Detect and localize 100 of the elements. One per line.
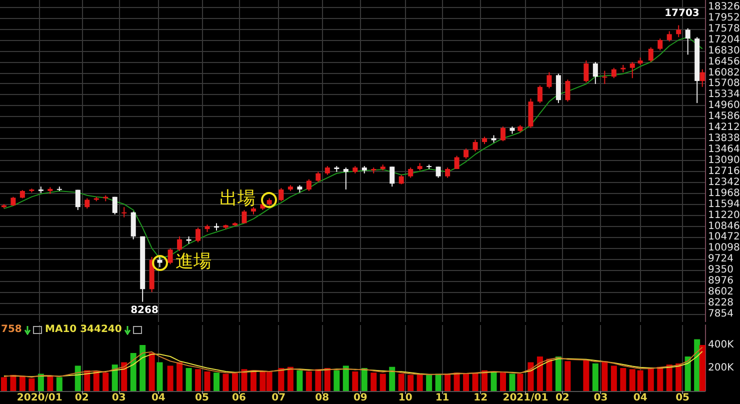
candlestick (666, 30, 672, 42)
candlestick (454, 155, 460, 170)
y-tick-label: 10846 (708, 220, 740, 232)
candlestick (306, 178, 312, 192)
candlestick (122, 206, 127, 218)
y-tick-label: 17578 (708, 23, 740, 34)
bar (306, 371, 312, 391)
x-tick-label: 10 (398, 392, 412, 404)
candlestick (445, 167, 450, 178)
bar (176, 362, 183, 391)
candlestick (648, 46, 654, 62)
bar (676, 363, 682, 391)
bar (241, 369, 248, 391)
candlestick (398, 174, 404, 185)
y-tick-label: 17952 (708, 12, 740, 24)
candlestick (676, 24, 682, 38)
candlestick (278, 188, 284, 202)
candlestick (242, 210, 247, 224)
y-tick-label: 16456 (708, 56, 740, 68)
bar (620, 368, 626, 391)
x-tick-label: 08 (315, 392, 330, 404)
candlestick (316, 171, 321, 183)
annotation: 758 (1, 324, 22, 335)
bar (130, 353, 136, 391)
bar (19, 376, 26, 391)
x-tick-label: 05 (195, 392, 209, 404)
bar (361, 368, 368, 391)
bar (564, 361, 571, 391)
y-tick-label: 18326 (708, 2, 740, 13)
y-tick-label: 11220 (708, 210, 740, 221)
bar (435, 374, 442, 391)
bar (0, 377, 7, 391)
candlestick (584, 60, 589, 84)
candlestick (602, 70, 608, 84)
y-tick-label: 400K (708, 340, 734, 351)
candlestick (84, 198, 90, 210)
y-tick-label: 8602 (708, 286, 734, 298)
y-tick-label: 8228 (708, 298, 734, 309)
bar (195, 369, 202, 391)
y-tick-label: 12342 (708, 176, 740, 188)
bar (186, 368, 192, 391)
bar (555, 356, 562, 391)
bar (222, 374, 229, 391)
bar (167, 366, 174, 391)
bar (444, 374, 451, 391)
y-tick-label: 14212 (708, 122, 740, 134)
candlestick (464, 148, 469, 160)
bar (250, 370, 256, 391)
bar (583, 360, 590, 391)
y-tick-label: 9724 (708, 254, 734, 265)
bar (102, 372, 109, 391)
bar (278, 368, 284, 391)
x-tick-label: 05 (676, 392, 690, 404)
x-tick-label: 04 (151, 392, 166, 404)
annotation: 17703 (664, 8, 700, 20)
y-tick-label: 10098 (708, 242, 740, 254)
bar (398, 374, 404, 391)
bar (490, 371, 497, 391)
bar (699, 345, 706, 391)
candlestick (592, 61, 598, 84)
candlestick (685, 28, 690, 56)
x-tick-label: 04 (633, 392, 648, 404)
candlestick (390, 166, 395, 188)
bar (463, 374, 470, 391)
bar (140, 345, 146, 391)
bar (47, 376, 54, 391)
bar (416, 374, 423, 391)
bar (500, 372, 506, 391)
candlestick (177, 236, 182, 252)
bar (214, 372, 220, 391)
bar (472, 372, 478, 391)
candlestick (436, 166, 441, 178)
bar (648, 368, 654, 391)
bar (334, 370, 340, 391)
annotation: 出場 (219, 188, 256, 210)
bar (536, 356, 543, 391)
bar (389, 366, 396, 391)
bar (454, 372, 460, 391)
candlestick (537, 84, 542, 104)
bar (342, 366, 349, 391)
bar (28, 378, 35, 391)
y-tick-label: 15708 (708, 78, 740, 90)
y-tick-label: 16082 (708, 67, 740, 78)
bar (204, 371, 210, 391)
annotation: MA10 344240 (45, 324, 122, 335)
y-tick-label: 200K (708, 362, 734, 374)
bar (232, 373, 238, 391)
x-tick-label: 03 (594, 392, 608, 404)
y-tick-label: 15334 (708, 89, 740, 100)
candlestick (565, 79, 570, 102)
candlestick (196, 227, 201, 243)
x-tick-label: 02 (74, 392, 89, 404)
candlestick (75, 189, 80, 211)
candlestick (408, 167, 414, 178)
y-tick-label: 11968 (708, 188, 740, 199)
bar (426, 374, 432, 391)
bar (380, 374, 386, 391)
bar (666, 364, 672, 391)
bar (528, 362, 534, 391)
y-tick-label: 14586 (708, 111, 740, 122)
